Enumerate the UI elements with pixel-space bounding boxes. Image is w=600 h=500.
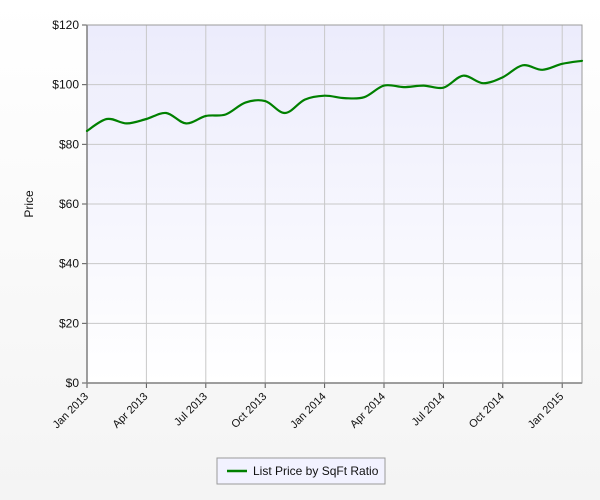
y-tick-label: $60 — [59, 197, 79, 211]
plot-border — [86, 24, 583, 384]
y-tick-label: $120 — [52, 18, 79, 32]
x-tick-label: Jan 2013 — [51, 391, 91, 431]
y-tick-label: $40 — [59, 257, 79, 271]
x-tick-label: Jul 2013 — [172, 391, 210, 429]
x-tick-label: Jul 2014 — [410, 391, 448, 429]
legend-label: List Price by SqFt Ratio — [253, 464, 379, 478]
y-tick-label: $0 — [66, 376, 80, 390]
y-tick-label: $100 — [52, 78, 79, 92]
x-tick-label: Oct 2013 — [229, 391, 269, 431]
y-axis-title: Price — [22, 190, 36, 218]
x-tick-label: Jan 2014 — [288, 391, 328, 431]
y-tick-label: $80 — [59, 137, 79, 151]
series-line — [85, 59, 584, 132]
x-tick-label: Apr 2013 — [110, 391, 150, 431]
y-tick-label: $20 — [59, 316, 79, 330]
x-tick-label: Oct 2014 — [467, 391, 507, 431]
x-tick-label: Jan 2015 — [526, 391, 566, 431]
x-tick-label: Apr 2014 — [348, 391, 388, 431]
